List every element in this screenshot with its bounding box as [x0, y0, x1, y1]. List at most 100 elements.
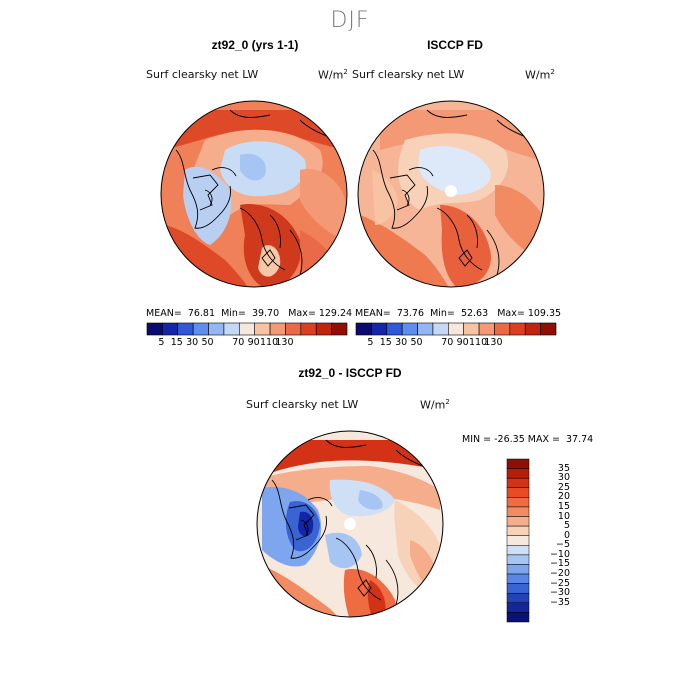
colorbar-isccp-ticks: 5 15 30 50 70 90 110 130	[355, 337, 557, 351]
colorbar-swatch	[506, 545, 530, 556]
colorbar-swatch	[509, 322, 526, 336]
colorbar-difference-labels: 35 30 25 20 15 10 5 0 −5 −10 −15 −20 −25 −30 −35	[530, 458, 580, 628]
colorbar-label: 5	[563, 520, 570, 532]
colorbar-swatch	[239, 322, 255, 336]
colorbar-swatch	[506, 516, 530, 527]
colorbar-label: −10	[549, 548, 570, 560]
colorbar-tick-label: 90	[456, 337, 469, 348]
colorbar-swatch	[506, 612, 530, 623]
colorbar-label: 10	[557, 510, 570, 522]
colorbar-swatch	[315, 322, 332, 336]
colorbar-swatch	[506, 564, 530, 575]
colorbar-label: 30	[557, 472, 570, 484]
colorbar-label: 20	[557, 491, 570, 503]
colorbar-tick-label: 30	[186, 337, 199, 348]
colorbar-swatch	[331, 322, 348, 336]
colorbar-swatch	[285, 322, 302, 336]
top-maps-layer	[160, 100, 545, 288]
coastlines-difference	[271, 439, 432, 606]
colorbar-tick-label: 130	[484, 337, 503, 348]
colorbar-label: −25	[549, 577, 570, 589]
colorbar-swatch	[371, 322, 388, 336]
colorbar-swatch	[506, 583, 530, 594]
coastlines-isccp	[372, 109, 533, 276]
diff-units: W/m2	[420, 398, 450, 412]
colorbar-difference	[506, 458, 530, 623]
season-title: DJF	[330, 8, 370, 33]
colorbar-swatch	[417, 322, 434, 336]
colorbar-swatch	[146, 322, 163, 336]
colorbar-label: 0	[563, 529, 570, 541]
colorbar-label: −20	[549, 568, 570, 580]
colorbar-label: 25	[557, 481, 570, 493]
colorbar-swatch	[524, 322, 541, 336]
colorbar-swatch	[300, 322, 317, 336]
colorbar-label: 35	[557, 462, 570, 474]
colorbar-tick-label: 130	[275, 337, 294, 348]
colorbar-tick-label: 50	[410, 337, 423, 348]
panel-1-units: W/m2	[318, 68, 348, 82]
colorbar-label: −5	[555, 539, 570, 551]
colorbar-tick-label: 5	[367, 337, 374, 348]
colorbar-swatch	[192, 322, 209, 336]
diff-minmax: MIN = -26.35 MAX = 37.74	[462, 434, 594, 445]
colorbar-model-ticks: 5 15 30 50 70 90 110 130	[146, 337, 348, 351]
colorbar-model	[146, 322, 348, 336]
colorbar-swatch	[432, 322, 449, 336]
colorbar-swatch	[506, 487, 530, 498]
colorbar-swatch	[269, 322, 286, 336]
diff-title: zt92_0 - ISCCP FD	[298, 366, 402, 380]
colorbar-swatch	[478, 322, 495, 336]
colorbar-swatch	[223, 322, 240, 336]
panel-1-variable: Surf clearsky net LW	[146, 68, 259, 81]
diff-map-layer	[256, 430, 444, 618]
colorbar-swatch	[463, 322, 480, 336]
colorbar-swatch	[448, 322, 464, 336]
colorbar-swatch	[540, 322, 557, 336]
panel-2-stats: MEAN= 73.76 Min= 52.63 Max= 109.35	[355, 308, 562, 319]
colorbar-swatch	[506, 592, 530, 604]
colorbar-label: −35	[549, 596, 570, 608]
colorbar-tick-label: 50	[201, 337, 214, 348]
colorbar-label: −30	[549, 587, 570, 599]
colorbar-swatch	[506, 554, 530, 565]
colorbar-tick-label: 15	[170, 337, 183, 348]
colorbar-tick-label: 90	[247, 337, 260, 348]
colorbar-label: 15	[557, 500, 570, 512]
colorbar-swatch	[254, 322, 271, 336]
colorbar-swatch	[506, 458, 530, 469]
colorbar-swatch	[355, 322, 372, 336]
colorbar-tick-label: 15	[379, 337, 392, 348]
panel-2-units: W/m2	[525, 68, 555, 82]
colorbar-swatch	[506, 506, 530, 517]
colorbar-tick-label: 70	[232, 337, 245, 348]
diff-variable: Surf clearsky net LW	[246, 398, 359, 411]
coastlines-model	[175, 109, 336, 276]
colorbar-swatch	[494, 322, 511, 336]
colorbar-swatch	[506, 468, 530, 479]
colorbar-tick-label: 30	[395, 337, 408, 348]
colorbar-swatch	[386, 322, 403, 336]
panel-2-title: ISCCP FD	[427, 38, 483, 52]
panel-2-variable: Surf clearsky net LW	[352, 68, 465, 81]
map-2-polar-hole	[445, 185, 457, 197]
colorbar-tick-label: 5	[158, 337, 165, 348]
diff-map-border	[256, 430, 444, 618]
colorbar-tick-label: 110	[468, 337, 488, 348]
colorbar-swatch	[506, 525, 530, 536]
colorbar-tick-label: 110	[259, 337, 279, 348]
panel-1-title: zt92_0 (yrs 1-1)	[211, 38, 299, 52]
colorbar-isccp	[355, 322, 557, 336]
colorbar-swatch	[208, 322, 225, 336]
panel-1-stats: MEAN= 76.81 Min= 39.70 Max= 129.24	[146, 308, 353, 319]
colorbar-swatch	[506, 573, 530, 584]
colorbar-swatch	[506, 535, 530, 546]
map-2-border	[357, 100, 545, 288]
colorbar-swatch	[177, 322, 194, 336]
colorbar-swatch	[162, 322, 179, 336]
colorbar-label: −15	[549, 558, 570, 570]
diff-map-polar-hole	[344, 518, 356, 530]
colorbar-swatch	[506, 477, 530, 489]
colorbar-swatch	[506, 497, 530, 508]
colorbar-tick-label: 70	[441, 337, 454, 348]
